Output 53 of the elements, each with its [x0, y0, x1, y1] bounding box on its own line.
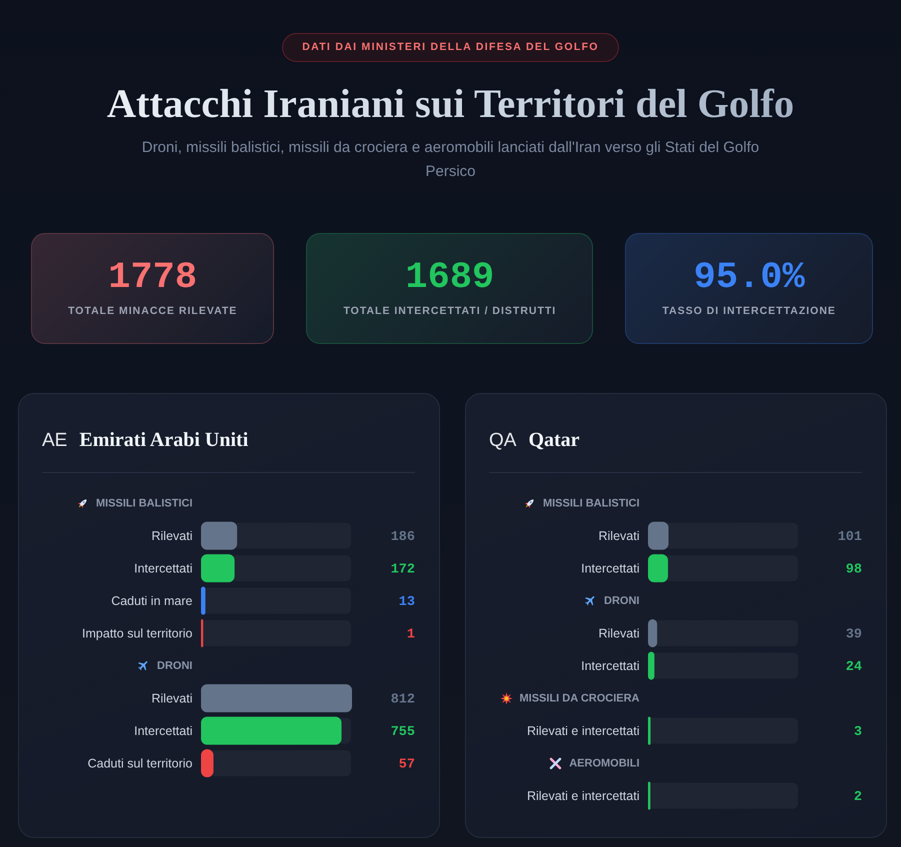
data-label: 3	[854, 724, 862, 740]
y-tick-label: Rilevati	[598, 528, 640, 543]
text: 1778	[107, 257, 198, 299]
data-label: 39	[846, 627, 862, 642]
chart-title: Qatar	[528, 429, 580, 451]
y-tick-label: Rilevati	[152, 691, 192, 706]
text: 1689	[404, 257, 496, 299]
y-tick-label: Caduti sul territorio	[88, 756, 193, 770]
bar	[648, 652, 654, 680]
y-tick-label: MISSILI DA CROCIERA	[520, 692, 640, 704]
text: TOTALE MINACCE RILEVATE	[67, 305, 238, 317]
bar	[648, 522, 669, 550]
y-tick-label: Intercettati	[134, 561, 192, 576]
y-tick-label: MISSILI BALISTICI	[542, 497, 640, 510]
data-label: 812	[390, 692, 415, 708]
bar	[201, 554, 235, 582]
text: Attacchi Iraniani sui Territori del Golfo	[0, 81, 901, 127]
bar	[201, 684, 352, 712]
bar	[648, 619, 658, 648]
text: 95.0%	[692, 257, 806, 299]
data-label: 13	[398, 594, 415, 610]
y-tick-label: Impatto sul territorio	[82, 626, 193, 640]
bar	[201, 522, 238, 550]
y-tick-label: DRONI	[157, 660, 192, 672]
chart-title: Emirati Arabi Uniti	[79, 429, 248, 451]
y-tick-label: Intercettati	[581, 658, 640, 673]
y-tick-label: Intercettati	[581, 561, 640, 576]
data-label: 101	[838, 530, 862, 545]
text: QA	[489, 430, 516, 451]
y-tick-label: Rilevati e intercettati	[526, 788, 640, 803]
y-tick-label: Intercettati	[134, 724, 192, 738]
y-tick-label: DRONI	[604, 594, 640, 607]
y-tick-label: AEROMOBILI	[569, 757, 640, 770]
text: TASSO DI INTERCETTAZIONE	[661, 305, 837, 317]
data-label: 98	[846, 562, 862, 578]
data-label: 172	[390, 562, 415, 578]
y-tick-label: Rilevati	[152, 528, 192, 543]
y-tick-label: Rilevati e intercettati	[526, 724, 640, 738]
data-label: 2	[854, 790, 862, 805]
text: DATI DAI MINISTERI DELLA DIFESA DEL GOLFO	[282, 33, 619, 62]
y-tick-label: MISSILI BALISTICI	[96, 497, 192, 510]
data-label: 755	[390, 724, 415, 740]
y-tick-label: Rilevati	[598, 626, 640, 640]
text: TOTALE INTERCETTATI / DISTRUTTI	[342, 305, 558, 317]
bar	[648, 554, 668, 582]
text: AE	[42, 430, 68, 451]
data-label: 1	[406, 627, 415, 642]
y-tick-label: Caduti in mare	[111, 594, 193, 608]
bar	[201, 586, 206, 615]
data-label: 57	[398, 757, 415, 772]
data-label: 186	[390, 530, 415, 545]
data-label: 24	[846, 660, 862, 675]
text: Droni, missili balistici, missili da crociera e aeromobili lanciati dall'Iran verso gli Stati del Golfo Persico	[140, 138, 760, 182]
